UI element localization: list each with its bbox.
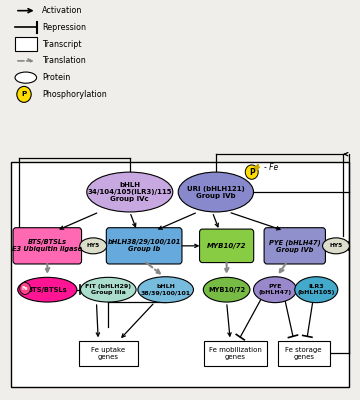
Text: - Fe: - Fe xyxy=(264,163,279,172)
Ellipse shape xyxy=(203,277,250,302)
FancyBboxPatch shape xyxy=(106,228,182,264)
Text: Transcript: Transcript xyxy=(42,40,81,49)
FancyBboxPatch shape xyxy=(15,37,37,51)
FancyBboxPatch shape xyxy=(13,228,82,264)
Text: ILR3
(bHLH105): ILR3 (bHLH105) xyxy=(298,284,335,295)
Ellipse shape xyxy=(81,277,136,302)
Text: HY5: HY5 xyxy=(329,243,343,248)
Text: P: P xyxy=(21,91,27,97)
Ellipse shape xyxy=(178,172,253,212)
Text: PYE
(bHLH47): PYE (bHLH47) xyxy=(258,284,292,295)
Ellipse shape xyxy=(253,277,297,303)
Text: URI (bHLH121)
Group IVb: URI (bHLH121) Group IVb xyxy=(187,186,245,198)
Ellipse shape xyxy=(295,277,338,303)
Text: BTS/BTSLs: BTS/BTSLs xyxy=(27,287,67,293)
Ellipse shape xyxy=(18,277,77,302)
Text: MYB10/72: MYB10/72 xyxy=(208,287,245,293)
Text: Phosphorylation: Phosphorylation xyxy=(42,90,107,99)
Text: FIT (bHLH29)
Group IIIa: FIT (bHLH29) Group IIIa xyxy=(85,284,131,295)
Text: Protein: Protein xyxy=(42,73,70,82)
FancyBboxPatch shape xyxy=(204,340,267,366)
Text: Fe uptake
genes: Fe uptake genes xyxy=(91,347,125,360)
Ellipse shape xyxy=(87,172,173,212)
Text: Fe storage
genes: Fe storage genes xyxy=(285,347,322,360)
Text: PYE (bHLH47)
Group IVb: PYE (bHLH47) Group IVb xyxy=(269,239,320,252)
Text: bHLH38/29/100/101
Group Ib: bHLH38/29/100/101 Group Ib xyxy=(107,239,181,252)
Circle shape xyxy=(245,165,258,179)
Text: bHLH
38/39/100/101: bHLH 38/39/100/101 xyxy=(141,284,191,295)
Ellipse shape xyxy=(80,238,107,254)
FancyBboxPatch shape xyxy=(264,228,325,264)
Circle shape xyxy=(17,86,31,102)
FancyBboxPatch shape xyxy=(12,162,348,387)
FancyBboxPatch shape xyxy=(199,229,254,262)
Text: Repression: Repression xyxy=(42,23,86,32)
Text: MYB10/72: MYB10/72 xyxy=(207,243,246,249)
Text: Fe mobilization
genes: Fe mobilization genes xyxy=(209,347,262,360)
Ellipse shape xyxy=(15,72,37,83)
Text: Fe: Fe xyxy=(22,286,28,291)
Text: bHLH
34/104/105(ILR3)/115
Group IVc: bHLH 34/104/105(ILR3)/115 Group IVc xyxy=(87,182,172,202)
Ellipse shape xyxy=(138,277,193,303)
Text: BTS/BTSLs
E3 Ubiquitin ligase: BTS/BTSLs E3 Ubiquitin ligase xyxy=(12,239,82,252)
Ellipse shape xyxy=(323,238,350,254)
Text: Activation: Activation xyxy=(42,6,82,15)
Text: P: P xyxy=(249,168,255,176)
Text: HY5: HY5 xyxy=(87,243,100,248)
Text: Translation: Translation xyxy=(42,56,86,65)
FancyBboxPatch shape xyxy=(79,340,138,366)
Circle shape xyxy=(20,282,31,294)
FancyBboxPatch shape xyxy=(278,340,330,366)
